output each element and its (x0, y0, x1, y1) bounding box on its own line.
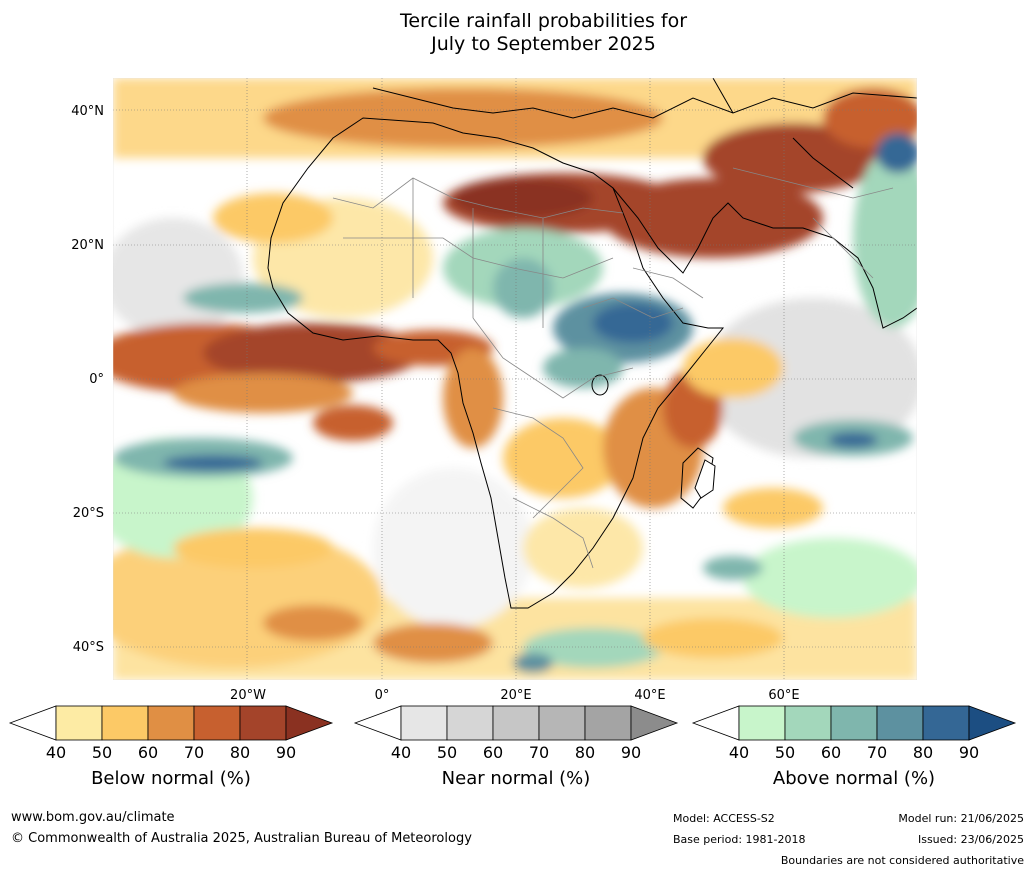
colorbar-tick: 50 (436, 743, 458, 762)
colorbar-below-segment (239, 705, 287, 741)
rainfall-map-svg (113, 78, 917, 680)
colorbar-near-segment-low (353, 705, 402, 741)
colorbar-near-segment-high (630, 705, 679, 741)
colorbar-near-segment (492, 705, 540, 741)
colorbar-near-segment (584, 705, 632, 741)
colorbar-below-segment (55, 705, 103, 741)
lat-label-0: 0° (89, 372, 104, 387)
footer-base-period: Base period: 1981-2018 (673, 833, 806, 846)
footer-model-run: Model run: 21/06/2025 (898, 812, 1024, 825)
colorbar-near (353, 705, 679, 741)
lon-label-0: 0° (374, 688, 390, 703)
lat-label-40s: 40°S (72, 640, 104, 655)
lon-label-20w: 20°W (230, 688, 266, 703)
colorbar-below-segment-low (8, 705, 57, 741)
colorbar-tick: 90 (275, 743, 297, 762)
colorbar-tick: 60 (482, 743, 504, 762)
colorbar-tick: 70 (528, 743, 550, 762)
colorbar-above-segment-low (691, 705, 740, 741)
colorbar-near-svg (353, 705, 679, 741)
colorbar-above-segment (876, 705, 924, 741)
lon-label-40e: 40°E (634, 688, 666, 703)
colorbar-below-svg (8, 705, 334, 741)
colorbar-tick: 50 (774, 743, 796, 762)
colorbar-near-segment (538, 705, 586, 741)
footer-issued: Issued: 23/06/2025 (917, 833, 1024, 846)
colorbar-near-segment (446, 705, 494, 741)
colorbar-tick: 60 (137, 743, 159, 762)
colorbar-tick: 80 (574, 743, 596, 762)
colorbar-near-segment (400, 705, 448, 741)
colorbar-tick: 80 (912, 743, 934, 762)
colorbar-tick: 40 (390, 743, 412, 762)
lon-label-20e: 20°E (500, 688, 532, 703)
colorbar-above-svg (691, 705, 1017, 741)
footer-url: www.bom.gov.au/climate (11, 810, 175, 825)
colorbar-above-segment-high (968, 705, 1017, 741)
lat-label-40n: 40°N (71, 104, 104, 119)
madagascar-outline (694, 459, 716, 499)
colorbar-below (8, 705, 334, 741)
rainfall-map (113, 78, 917, 680)
colorbar-above-segment (784, 705, 832, 741)
colorbar-tick: 90 (620, 743, 642, 762)
colorbar-tick: 50 (91, 743, 113, 762)
colorbar-tick: 70 (183, 743, 205, 762)
colorbar-above-title: Above normal (%) (772, 768, 936, 789)
colorbar-below-segment (193, 705, 241, 741)
colorbar-tick: 60 (820, 743, 842, 762)
colorbar-tick: 90 (958, 743, 980, 762)
colorbar-tick: 80 (229, 743, 251, 762)
map-title: Tercile rainfall probabilities for July … (0, 10, 1035, 56)
colorbar-below-segment-high (285, 705, 334, 741)
footer-disclaimer: Boundaries are not considered authoritat… (780, 854, 1024, 867)
country-boundaries (332, 167, 894, 569)
lat-label-20s: 20°S (72, 506, 104, 521)
footer-copyright: © Commonwealth of Australia 2025, Austra… (11, 831, 472, 846)
colorbar-below-segment (101, 705, 149, 741)
colorbar-below-segment (147, 705, 195, 741)
lon-label-60e: 60°E (768, 688, 800, 703)
map-title-line2: July to September 2025 (431, 33, 656, 55)
colorbar-above-segment (738, 705, 786, 741)
map-title-line1: Tercile rainfall probabilities for (399, 10, 688, 32)
colorbar-above-segment (922, 705, 970, 741)
coastlines (267, 78, 917, 609)
colorbar-above-segment (830, 705, 878, 741)
colorbar-near-title: Near normal (%) (441, 768, 591, 789)
lat-label-20n: 20°N (71, 238, 104, 253)
colorbar-above (691, 705, 1017, 741)
probability-field (113, 78, 917, 680)
colorbar-tick: 40 (45, 743, 67, 762)
footer-model: Model: ACCESS-S2 (673, 812, 775, 825)
colorbar-tick: 40 (728, 743, 750, 762)
colorbar-tick: 70 (866, 743, 888, 762)
colorbar-below-title: Below normal (%) (91, 768, 251, 789)
